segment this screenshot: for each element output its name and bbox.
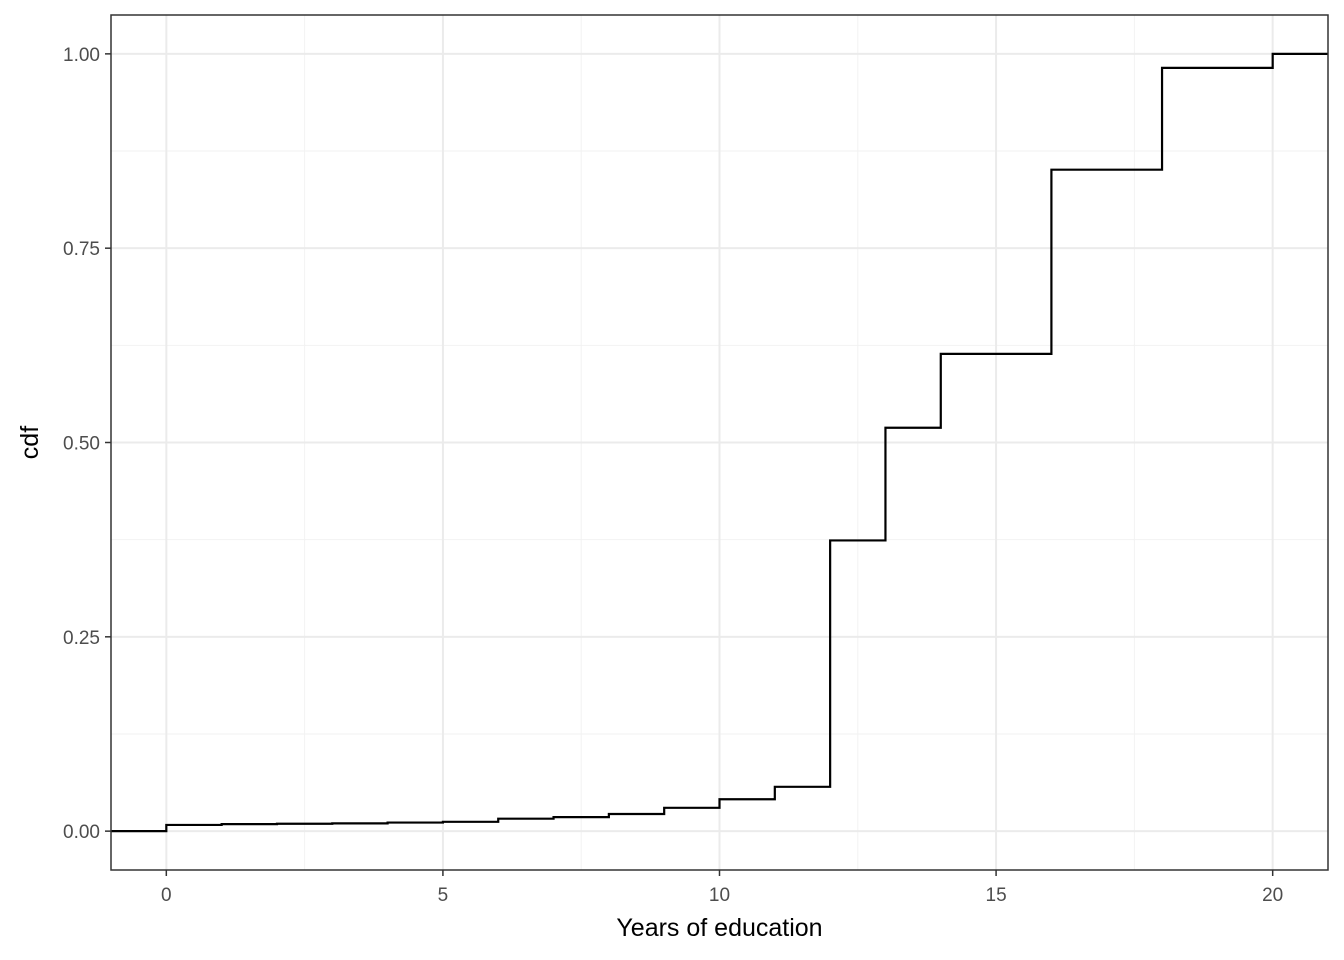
x-axis-title: Years of education: [616, 914, 822, 942]
y-tick-label: 1.00: [63, 45, 100, 66]
x-tick-label: 0: [161, 885, 172, 906]
x-tick-label: 5: [438, 885, 449, 906]
y-tick-label: 0.50: [63, 434, 100, 455]
y-axis-ticks: 0.00 0.25 0.50 0.75 1.00: [63, 45, 111, 843]
y-tick-label: 0.25: [63, 628, 100, 649]
x-tick-label: 15: [986, 885, 1007, 906]
x-tick-label: 20: [1262, 885, 1283, 906]
y-tick-label: 0.00: [63, 822, 100, 843]
y-tick-label: 0.75: [63, 239, 100, 260]
cdf-step-line: [111, 52, 1328, 833]
major-gridlines: [111, 15, 1328, 870]
x-tick-label: 10: [709, 885, 730, 906]
x-axis-ticks: 0 5 10 15 20: [161, 870, 1283, 906]
y-axis-title: cdf: [16, 426, 44, 459]
